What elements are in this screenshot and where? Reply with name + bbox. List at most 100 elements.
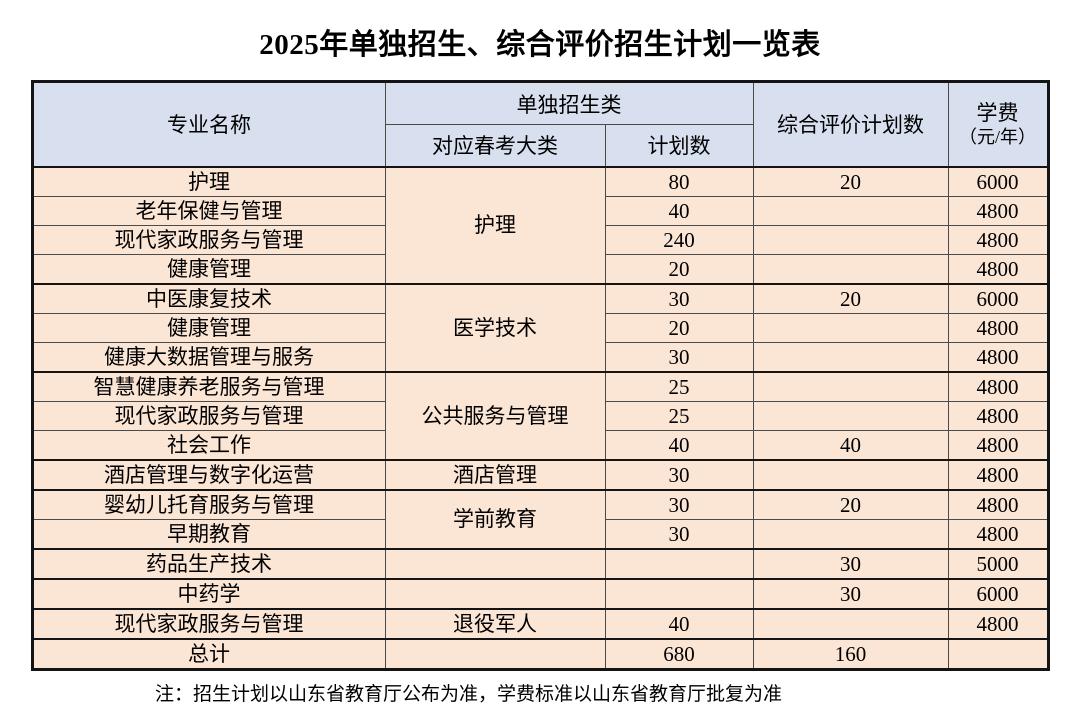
fee-cell: 4800 <box>947 370 1049 402</box>
fee-cell: 4800 <box>947 224 1049 255</box>
comp-cell <box>752 458 949 490</box>
fee-cell: 6000 <box>947 165 1049 197</box>
fee-cell: 6000 <box>947 282 1049 314</box>
plan-cell <box>604 577 754 609</box>
category-cell: 酒店管理 <box>384 458 606 490</box>
fee-cell: 6000 <box>947 577 1049 609</box>
comp-cell <box>752 195 949 226</box>
major-cell: 健康管理 <box>31 253 386 284</box>
plan-cell: 240 <box>604 224 754 255</box>
plan-cell: 30 <box>604 518 754 549</box>
plan-cell: 80 <box>604 165 754 197</box>
category-cell: 公共服务与管理 <box>384 370 606 460</box>
fee-cell: 4800 <box>947 488 1049 520</box>
header-separate-enrollment: 单独招生类 <box>384 81 754 125</box>
plan-cell: 30 <box>604 282 754 314</box>
major-cell: 社会工作 <box>31 429 386 460</box>
fee-cell <box>947 637 1049 670</box>
comp-cell: 160 <box>752 637 949 670</box>
footnote: 注：招生计划以山东省教育厅公布为准，学费标准以山东省教育厅批复为准 <box>155 683 783 705</box>
fee-cell: 5000 <box>947 547 1049 579</box>
major-cell: 酒店管理与数字化运营 <box>31 458 386 490</box>
major-cell: 药品生产技术 <box>31 547 386 579</box>
fee-cell: 4800 <box>947 341 1049 372</box>
table-row: 早期教育 30 4800 <box>31 518 1049 549</box>
table-header: 专业名称 单独招生类 综合评价计划数 学费 （元/年） 对应春考大类 计划数 <box>31 81 1049 167</box>
header-comprehensive-plan: 综合评价计划数 <box>752 81 949 167</box>
fee-cell: 4800 <box>947 400 1049 431</box>
major-cell: 护理 <box>31 165 386 197</box>
comp-cell <box>752 312 949 343</box>
major-cell: 早期教育 <box>31 518 386 549</box>
major-cell: 智慧健康养老服务与管理 <box>31 370 386 402</box>
major-cell: 中医康复技术 <box>31 282 386 314</box>
major-cell: 中药学 <box>31 577 386 609</box>
category-cell <box>384 547 606 579</box>
table-row: 中医康复技术 医学技术 30 20 6000 <box>31 282 1049 372</box>
page-title: 2025年单独招生、综合评价招生计划一览表 <box>259 29 821 61</box>
plan-cell: 680 <box>604 637 754 670</box>
fee-cell: 4800 <box>947 607 1049 639</box>
major-cell: 婴幼儿托育服务与管理 <box>31 488 386 520</box>
comp-cell: 20 <box>752 165 949 197</box>
major-cell: 现代家政服务与管理 <box>31 607 386 639</box>
table-row: 中药学 30 6000 <box>31 577 1049 609</box>
major-cell: 总计 <box>31 637 386 670</box>
table-row: 护理 护理 80 20 6000 <box>31 165 1049 284</box>
table-row: 酒店管理与数字化运营 酒店管理 30 4800 <box>31 458 1049 490</box>
plan-cell <box>604 547 754 579</box>
table-row: 智慧健康养老服务与管理 公共服务与管理 25 4800 <box>31 370 1049 460</box>
table-row: 健康大数据管理与服务 30 4800 <box>31 341 1049 372</box>
fee-cell: 4800 <box>947 195 1049 226</box>
table-row: 现代家政服务与管理 240 4800 <box>31 224 1049 255</box>
table-row-total: 总计 680 160 <box>31 637 1049 670</box>
category-cell <box>384 577 606 609</box>
major-cell: 健康管理 <box>31 312 386 343</box>
plan-cell: 25 <box>604 370 754 402</box>
comp-cell: 40 <box>752 429 949 460</box>
header-tuition-unit: （元/年） <box>958 127 1036 148</box>
comp-cell <box>752 341 949 372</box>
category-cell <box>384 637 606 670</box>
enrollment-plan-table: 专业名称 单独招生类 综合评价计划数 学费 （元/年） 对应春考大类 计划数 护… <box>30 80 1050 671</box>
comp-cell: 20 <box>752 282 949 314</box>
major-cell: 现代家政服务与管理 <box>31 400 386 431</box>
header-spring-exam-category: 对应春考大类 <box>384 124 606 167</box>
comp-cell <box>752 518 949 549</box>
major-cell: 健康大数据管理与服务 <box>31 341 386 372</box>
fee-cell: 4800 <box>947 458 1049 490</box>
plan-cell: 40 <box>604 429 754 460</box>
table-row: 药品生产技术 30 5000 <box>31 547 1049 579</box>
plan-cell: 30 <box>604 488 754 520</box>
category-cell: 退役军人 <box>384 607 606 639</box>
fee-cell: 4800 <box>947 518 1049 549</box>
comp-cell: 30 <box>752 547 949 579</box>
fee-cell: 4800 <box>947 253 1049 284</box>
plan-cell: 20 <box>604 312 754 343</box>
category-cell: 医学技术 <box>384 282 606 372</box>
header-row-2: 对应春考大类 计划数 <box>32 124 1048 167</box>
comp-cell <box>752 607 949 639</box>
header-row-1: 专业名称 单独招生类 综合评价计划数 学费 （元/年） <box>31 81 1049 167</box>
table-row: 现代家政服务与管理 25 4800 <box>31 400 1049 431</box>
category-cell: 学前教育 <box>384 488 606 549</box>
table-row: 健康管理 20 4800 <box>31 312 1049 343</box>
header-major: 专业名称 <box>31 81 386 167</box>
comp-cell: 30 <box>752 577 949 609</box>
plan-cell: 40 <box>604 607 754 639</box>
plan-cell: 30 <box>604 458 754 490</box>
table-row: 现代家政服务与管理 退役军人 40 4800 <box>31 607 1049 639</box>
comp-cell: 20 <box>752 488 949 520</box>
table-body: 护理 护理 80 20 6000 老年保健与管理 40 4800 现代家政服务与… <box>31 165 1049 670</box>
category-cell: 护理 <box>384 165 606 284</box>
plan-cell: 25 <box>604 400 754 431</box>
header-tuition-label: 学费 <box>976 100 1019 125</box>
plan-cell: 20 <box>604 253 754 284</box>
fee-cell: 4800 <box>947 312 1049 343</box>
header-plan-count: 计划数 <box>604 124 754 167</box>
plan-cell: 40 <box>604 195 754 226</box>
major-cell: 现代家政服务与管理 <box>31 224 386 255</box>
comp-cell <box>752 370 949 402</box>
comp-cell <box>752 224 949 255</box>
